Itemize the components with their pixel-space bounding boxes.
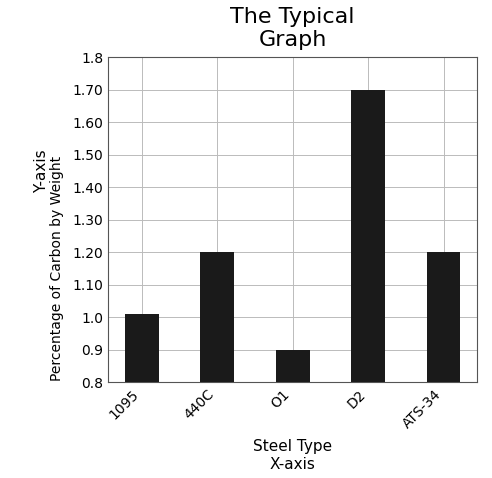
Bar bbox=[125, 314, 159, 478]
X-axis label: Steel Type
X-axis: Steel Type X-axis bbox=[253, 439, 332, 472]
Text: Percentage of Carbon by Weight: Percentage of Carbon by Weight bbox=[50, 156, 63, 381]
Text: Y-axis: Y-axis bbox=[34, 149, 49, 193]
Title: The Typical
Graph: The Typical Graph bbox=[230, 7, 355, 50]
Bar bbox=[427, 252, 461, 478]
Bar bbox=[276, 350, 309, 478]
Bar bbox=[351, 90, 385, 478]
Bar bbox=[200, 252, 234, 478]
